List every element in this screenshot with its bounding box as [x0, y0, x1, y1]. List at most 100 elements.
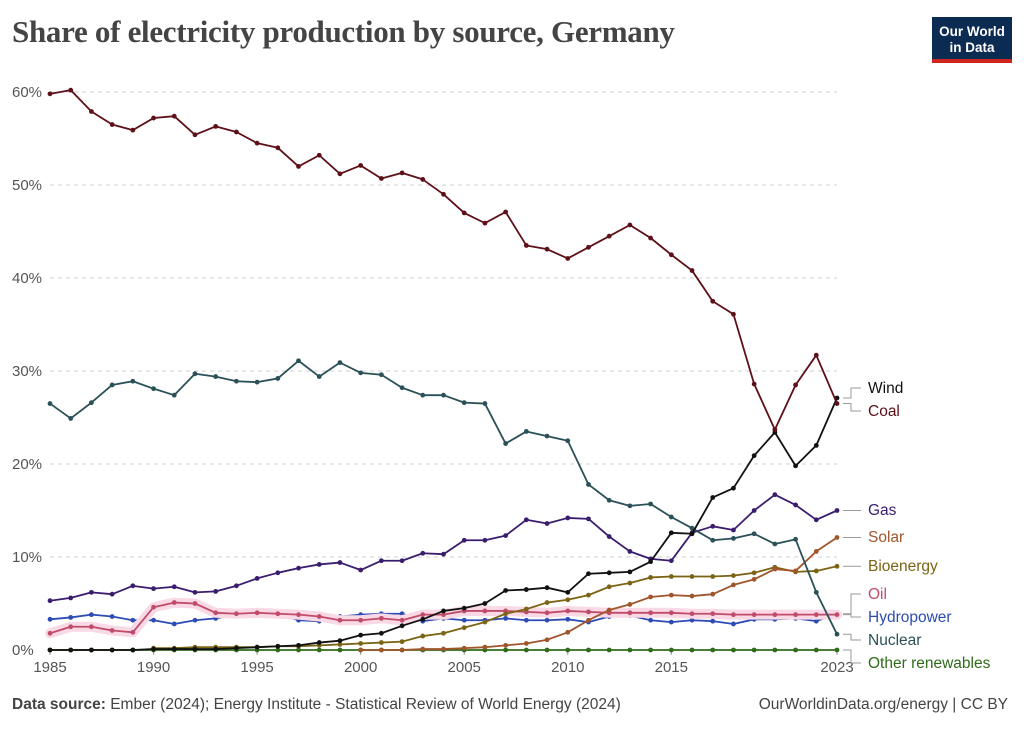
series-labels: Coal Wind Gas Solar Bioenergy Oil Hydropower Nu…: [843, 380, 991, 672]
data-point: [544, 637, 550, 643]
data-point: [171, 600, 177, 605]
data-point: [544, 617, 550, 623]
data-point: [503, 642, 509, 648]
data-point: [275, 376, 281, 381]
data-point: [296, 642, 301, 648]
data-point: [503, 647, 509, 653]
series-oil: [45, 597, 842, 639]
data-point: [316, 640, 322, 645]
data-point: [482, 220, 488, 226]
data-point: [399, 617, 405, 623]
data-point: [130, 617, 136, 623]
data-point: [586, 617, 591, 623]
data-point: [461, 605, 467, 611]
data-point: [731, 485, 736, 491]
data-point: [710, 574, 716, 579]
data-point: [482, 608, 488, 614]
data-point: [731, 527, 736, 533]
data-point: [420, 616, 426, 622]
data-point: [503, 588, 509, 593]
credit-link[interactable]: OurWorldinData.org/energy | CC BY: [758, 696, 1008, 713]
data-point: [710, 618, 716, 624]
data-point: [461, 645, 467, 651]
label-connector: [843, 649, 861, 664]
data-point: [751, 576, 757, 582]
data-point: [731, 536, 736, 541]
data-point: [751, 647, 757, 653]
data-point: [606, 647, 612, 653]
owid-logo[interactable]: Our World in Data: [932, 17, 1012, 63]
data-point: [358, 567, 364, 573]
data-point: [109, 122, 115, 127]
data-point: [813, 647, 819, 653]
data-point: [378, 647, 384, 653]
series-line: [49, 359, 838, 635]
data-point: [192, 132, 198, 138]
data-point: [378, 630, 384, 636]
data-point: [151, 586, 156, 592]
data-point: [171, 113, 177, 119]
data-point: [751, 508, 757, 513]
data-point: [523, 429, 529, 434]
data-point: [772, 612, 778, 618]
data-point: [586, 609, 591, 615]
y-tick-label: 50%: [12, 177, 42, 194]
data-point: [751, 612, 757, 618]
data-point: [668, 252, 674, 258]
data-point: [213, 589, 219, 594]
data-point: [130, 583, 136, 589]
data-point: [648, 610, 654, 616]
data-point: [151, 115, 156, 121]
data-point: [834, 535, 840, 540]
data-point: [793, 568, 798, 574]
data-point: [523, 641, 529, 646]
data-point: [151, 604, 156, 610]
data-point: [109, 382, 115, 388]
data-point: [544, 647, 550, 653]
data-point: [275, 643, 281, 649]
data-point: [47, 401, 53, 406]
data-point: [151, 617, 156, 623]
data-point: [89, 109, 94, 114]
data-point: [586, 592, 591, 598]
data-point: [275, 647, 281, 653]
data-point: [689, 268, 695, 273]
data-point: [68, 595, 74, 601]
data-point: [668, 514, 674, 520]
label-connector: [843, 593, 861, 616]
data-point: [772, 492, 778, 498]
data-point: [89, 612, 94, 618]
data-point: [441, 646, 446, 652]
data-point: [586, 244, 591, 250]
data-point: [627, 610, 633, 616]
data-point: [171, 646, 177, 652]
data-point: [772, 647, 778, 653]
data-point: [731, 573, 736, 578]
data-point: [710, 495, 716, 500]
data-point: [813, 443, 819, 448]
data-point: [606, 584, 612, 590]
data-point: [233, 129, 239, 135]
data-point: [337, 171, 343, 177]
data-point: [565, 515, 571, 521]
data-point: [523, 587, 529, 592]
data-point: [751, 531, 757, 537]
data-point: [565, 597, 571, 603]
x-tick-label: 2015: [655, 659, 688, 676]
x-tick-label: 1990: [137, 659, 170, 676]
data-point: [668, 592, 674, 598]
chart-title: Share of electricity production by sourc…: [12, 14, 675, 49]
data-point: [565, 647, 571, 653]
data-point: [710, 647, 716, 653]
data-point: [461, 400, 467, 406]
data-point: [482, 401, 488, 406]
data-point: [606, 534, 612, 539]
data-point: [503, 441, 509, 446]
data-point: [731, 311, 736, 317]
data-point: [254, 575, 260, 581]
series-label-hydropower: Hydropower: [868, 609, 952, 626]
data-point: [337, 360, 343, 366]
x-tick-label: 2000: [344, 659, 377, 676]
data-point: [627, 549, 633, 554]
data-point: [586, 571, 591, 577]
